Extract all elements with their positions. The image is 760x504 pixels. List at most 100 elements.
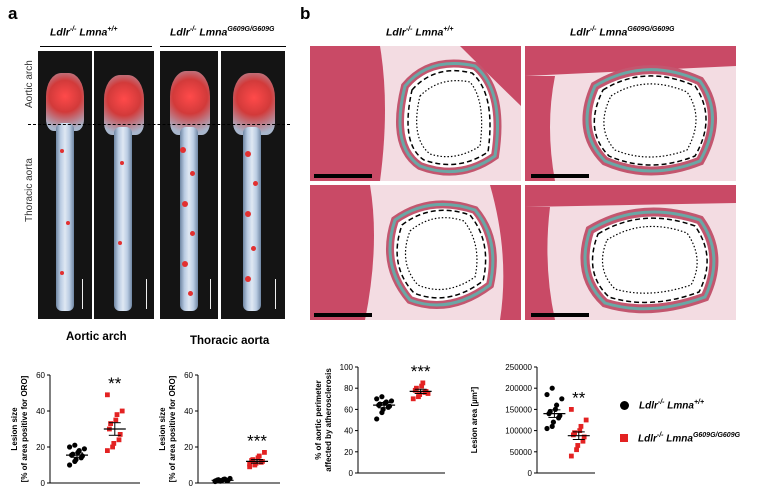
panel-a-wt-bracket — [40, 46, 152, 47]
aorta-photo-mut-1 — [160, 51, 218, 319]
legend-circle-icon — [620, 400, 629, 410]
data-point — [113, 417, 119, 423]
y-tick-label: 0 — [349, 469, 354, 478]
aorta-photo-mut-2 — [221, 51, 285, 319]
y-axis-label: [% of area positive for ORO] — [168, 375, 177, 482]
chart-aortic-arch: 0 20 40 60 Lesion size [% of area positive fo… — [10, 371, 140, 488]
data-point — [388, 398, 395, 404]
data-point — [419, 383, 425, 389]
data-point — [554, 402, 560, 408]
y-tick-label: 0 — [41, 479, 46, 488]
data-point — [114, 412, 120, 417]
y-tick-label: 40 — [36, 407, 45, 416]
y-tick-label: 20 — [36, 443, 45, 452]
histology-wt-1 — [310, 46, 521, 181]
data-point — [110, 444, 115, 450]
data-point — [575, 443, 581, 448]
data-point — [414, 385, 419, 391]
y-tick-label: 20 — [184, 443, 193, 452]
data-point — [70, 451, 76, 457]
data-point — [425, 391, 431, 396]
panel-a-mut-bracket — [160, 46, 286, 47]
y-tick-label: 60 — [344, 405, 353, 414]
data-point — [262, 450, 267, 455]
data-point — [583, 417, 589, 423]
data-point — [256, 453, 262, 459]
legend-item-mut: Ldlr-/- LmnaG609G/G609G — [620, 432, 740, 444]
data-point — [559, 396, 565, 402]
panel-b-genotype-wt: Ldlr-/- Lmna+/+ — [386, 26, 454, 39]
y-axis-label: Lesion area [µm²] — [470, 386, 479, 453]
data-point — [549, 423, 555, 429]
significance-label: ** — [572, 388, 586, 407]
data-point — [577, 428, 583, 433]
y-tick-label: 50000 — [510, 448, 533, 457]
significance-label: *** — [247, 431, 267, 450]
label-aortic-arch: Aortic arch — [24, 60, 35, 108]
aorta-photo-wt-2 — [94, 51, 154, 319]
y-tick-label: 100000 — [505, 427, 532, 436]
data-point — [383, 399, 389, 405]
y-tick-label: 60 — [184, 371, 193, 380]
y-tick-label: 100 — [340, 363, 354, 372]
y-tick-label: 60 — [36, 371, 45, 380]
data-point — [105, 448, 110, 453]
data-point — [72, 442, 78, 448]
data-point — [578, 423, 584, 429]
data-point — [116, 437, 122, 443]
data-point — [119, 408, 125, 414]
data-point — [79, 453, 85, 459]
chart-title-thoracic-aorta: Thoracic aorta — [190, 335, 270, 347]
data-point — [549, 385, 555, 391]
data-point — [67, 444, 73, 450]
histology-wt-2 — [310, 185, 521, 320]
histology-mut-1 — [525, 46, 736, 181]
y-axis-label: affected by atherosclerosis — [324, 368, 333, 472]
data-point — [410, 396, 416, 402]
data-point — [420, 380, 426, 386]
data-point — [105, 392, 110, 398]
y-tick-label: 20 — [344, 448, 353, 457]
data-point — [67, 462, 73, 468]
data-point — [73, 457, 79, 463]
y-axis-label: [% of area positive for ORO] — [20, 375, 29, 482]
data-point — [572, 430, 577, 436]
scale-bar — [314, 174, 372, 178]
chart-aortic-perimeter: 0 20 40 60 80 100 % of aortic perimeter affecte… — [314, 362, 445, 478]
scale-bar — [314, 313, 372, 317]
significance-label: ** — [108, 374, 122, 393]
chart-lesion-area: 0 50000 100000 150000 200000 250000 Lesion are… — [470, 363, 595, 478]
legend-item-wt: Ldlr-/- Lmna+/+ — [620, 399, 704, 411]
data-point — [247, 464, 253, 470]
data-point — [81, 446, 87, 452]
data-point — [550, 419, 556, 425]
data-point — [417, 392, 423, 397]
panel-a-letter: a — [8, 4, 18, 23]
chart-thoracic-aorta: 0 20 40 60 Lesion size [% of area positive fo… — [158, 371, 280, 488]
histology-mut-2 — [525, 185, 736, 320]
y-axis-label: Lesion size — [158, 407, 167, 451]
panel-b-genotype-mut: Ldlr-/- LmnaG609G/G609G — [570, 26, 675, 39]
y-tick-label: 200000 — [505, 384, 532, 393]
arch-thoracic-divider — [28, 124, 290, 125]
data-point — [568, 453, 574, 459]
panel-a-genotype-mut: Ldlr-/- LmnaG609G/G609G — [170, 26, 275, 39]
scale-bar — [531, 313, 589, 317]
y-tick-label: 0 — [189, 479, 194, 488]
y-tick-label: 250000 — [505, 363, 532, 372]
legend-square-icon — [620, 434, 628, 443]
chart-title-aortic-arch: Aortic arch — [66, 331, 127, 343]
aorta-photo-wt-1 — [38, 51, 92, 319]
data-point — [108, 421, 113, 426]
data-point — [374, 416, 380, 422]
y-tick-label: 0 — [528, 469, 533, 478]
label-thoracic-aorta: Thoracic aorta — [24, 158, 35, 222]
data-point — [574, 447, 579, 453]
y-tick-label: 150000 — [505, 405, 532, 414]
data-point — [379, 394, 385, 400]
data-point — [544, 391, 550, 398]
panel-b-letter: b — [300, 4, 311, 23]
data-point — [76, 448, 82, 454]
data-point — [111, 441, 117, 446]
data-point — [568, 407, 574, 412]
